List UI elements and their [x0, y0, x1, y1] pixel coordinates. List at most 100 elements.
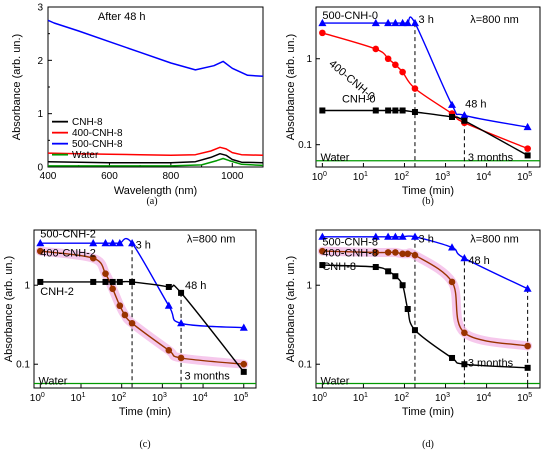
series-label: CNH-8 — [322, 261, 356, 273]
data-point-square — [319, 107, 326, 114]
data-point-triangle — [398, 232, 407, 240]
data-point-square — [411, 327, 418, 334]
x-tick-label: 105 — [517, 392, 532, 404]
x-tick-base: 10 — [435, 172, 447, 183]
data-point-square — [392, 107, 399, 114]
data-point-triangle — [371, 232, 380, 240]
x-tick-exponent: 4 — [487, 392, 491, 399]
x-tick-exponent: 2 — [122, 392, 126, 399]
x-tick-label: 105 — [233, 392, 248, 404]
x-tick-base: 10 — [517, 393, 529, 404]
x-tick-base: 10 — [517, 172, 529, 183]
data-point-square — [372, 264, 379, 271]
x-tick-label: 101 — [70, 392, 85, 404]
panel-caption: (c) — [139, 439, 150, 450]
series-label: 500-CNH-2 — [40, 229, 96, 241]
y-tick-label: 1 — [24, 281, 30, 292]
x-tick-exponent: 3 — [446, 171, 450, 178]
x-tick-label: 104 — [193, 392, 208, 404]
series-label: CNH-0 — [342, 93, 376, 105]
panel-a: 400 600 800 1000 0 1 2 3 Wavelength (nm) Absorban… — [11, 3, 264, 207]
y-tick-label: 0 — [37, 163, 43, 174]
series-glow — [35, 246, 249, 369]
panel-caption: (b) — [422, 196, 434, 207]
data-point-circle — [448, 278, 456, 286]
x-axis-label: Time (min) — [402, 406, 454, 418]
data-point-circle — [128, 319, 136, 327]
plot-frame — [315, 6, 541, 168]
x-tick-exponent: 1 — [82, 392, 86, 399]
series-label: 400-CNH-2 — [40, 248, 96, 260]
x-tick-label: 600 — [101, 171, 118, 182]
x-tick-base: 10 — [353, 172, 365, 183]
x-tick-base: 10 — [394, 172, 406, 183]
annotation-text: 3 h — [419, 234, 434, 246]
data-point-square — [399, 282, 406, 289]
x-tick-exponent: 4 — [487, 171, 491, 178]
annotation-text: λ=800 nm — [470, 234, 519, 246]
y-tick-label: 0.1 — [298, 360, 312, 371]
x-tick-exponent: 2 — [405, 171, 409, 178]
y-tick-label: 1 — [37, 109, 43, 120]
data-point-triangle — [101, 239, 110, 247]
data-point-circle — [319, 29, 326, 37]
x-tick-label: 105 — [517, 171, 532, 183]
series-line — [322, 32, 528, 150]
series-line-cnh-8 — [47, 152, 264, 164]
data-point-triangle — [36, 239, 45, 247]
x-tick-label: 103 — [152, 392, 167, 404]
y-axis-label: Absorbance (arb. un.) — [285, 34, 297, 140]
data-point-square — [109, 278, 116, 285]
data-point-triangle — [448, 243, 456, 251]
x-tick-label: 100 — [312, 392, 327, 404]
data-point-circle — [89, 254, 97, 262]
annotation-text: 48 h — [185, 280, 206, 292]
y-tick-label: 1 — [306, 54, 312, 65]
data-point-square — [449, 113, 456, 120]
data-point-square — [129, 278, 136, 285]
x-tick-label: 1000 — [221, 171, 244, 182]
x-tick-exponent: 1 — [364, 392, 368, 399]
data-point-triangle — [239, 323, 248, 331]
annotation-text: 48 h — [468, 255, 489, 267]
legend-label: 500-CNH-8 — [72, 139, 123, 150]
data-point-triangle — [384, 18, 393, 27]
x-tick-base: 10 — [70, 393, 82, 404]
data-point-square — [178, 289, 185, 296]
data-point-square — [116, 278, 123, 285]
data-point-triangle — [108, 239, 117, 247]
data-point-triangle — [460, 111, 469, 119]
panel-title: After 48 h — [98, 11, 146, 23]
data-point-square — [461, 117, 468, 124]
data-point-triangle — [391, 18, 400, 27]
y-tick-label: 2 — [37, 56, 43, 67]
x-tick-exponent: 5 — [244, 392, 248, 399]
x-tick-base: 10 — [435, 393, 447, 404]
x-tick-label: 101 — [353, 171, 368, 183]
plot-frame — [33, 229, 257, 389]
data-point-circle — [240, 360, 248, 368]
x-tick-base: 10 — [193, 393, 205, 404]
series-label: 500-CNH-8 — [322, 236, 378, 248]
data-point-triangle — [128, 239, 137, 247]
data-point-circle — [524, 342, 531, 350]
x-tick-exponent: 0 — [41, 392, 45, 399]
x-tick-label: 800 — [163, 171, 180, 182]
data-point-square — [449, 354, 456, 361]
annotation-text: 3 h — [136, 239, 151, 251]
data-point-square — [461, 361, 468, 368]
x-tick-base: 10 — [353, 393, 365, 404]
annotation-text: Water — [320, 376, 349, 388]
data-point-square — [399, 107, 406, 114]
data-point-circle — [399, 68, 406, 76]
legend-label: Water — [72, 150, 99, 161]
data-point-triangle — [318, 18, 327, 27]
data-point-circle — [461, 329, 468, 337]
x-tick-base: 10 — [394, 393, 406, 404]
x-axis-label: Wavelength (nm) — [114, 185, 197, 197]
data-point-square — [165, 283, 172, 290]
y-axis-label: Absorbance (arb. un.) — [285, 256, 297, 362]
data-point-square — [411, 109, 418, 116]
